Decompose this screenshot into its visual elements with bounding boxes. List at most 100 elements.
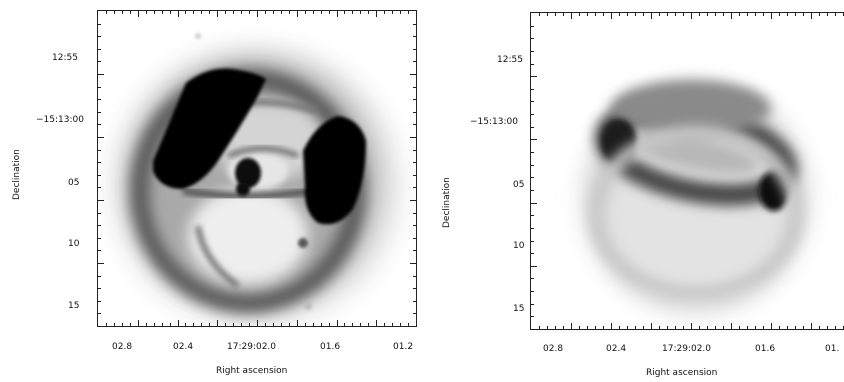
frame-tick-mark [531,139,537,140]
frame-tick-mark [659,13,660,16]
frame-tick-mark [699,13,700,16]
frame-tick-mark [217,11,218,17]
frame-tick-mark [547,326,548,329]
frame-tick-mark [273,323,274,326]
frame-tick-mark [531,64,534,65]
frame-tick-mark [539,326,540,329]
frame-tick-mark [297,320,298,326]
left-xtick-3: 17:29:02.0 [227,342,277,352]
frame-tick-mark [233,323,234,326]
right-xtick-4: 01.6 [755,344,776,354]
frame-tick-mark [547,13,548,16]
frame-tick-mark [683,13,684,16]
frame-tick-mark [619,326,620,329]
frame-tick-mark [683,326,684,329]
frame-tick-mark [122,323,123,326]
frame-tick-mark [400,11,401,14]
frame-tick-mark [98,276,101,277]
left-xtick-5: 01.2 [393,342,414,352]
right-xtick-5: 01. [825,344,840,354]
right-nebula-image [530,12,844,330]
frame-tick-mark [98,238,101,239]
frame-tick-mark [413,36,416,37]
frame-tick-mark [531,253,534,254]
frame-tick-mark [281,323,282,326]
frame-tick-mark [98,36,101,37]
frame-tick-mark [611,13,612,19]
frame-tick-mark [400,323,401,326]
frame-tick-mark [531,38,534,39]
right-ytick-1: 12:55 [497,55,523,65]
frame-tick-mark [114,323,115,326]
frame-tick-mark [413,150,416,151]
frame-tick-mark [146,11,147,14]
frame-tick-mark [555,326,556,329]
frame-tick-mark [106,11,107,14]
frame-tick-mark [819,13,820,16]
frame-tick-mark [360,11,361,14]
frame-tick-mark [321,11,322,14]
frame-tick-mark [408,11,409,14]
frame-tick-mark [811,323,812,329]
frame-tick-mark [193,11,194,14]
frame-tick-mark [413,99,416,100]
frame-tick-mark [747,13,748,16]
frame-tick-mark [273,11,274,14]
left-nebula-image [97,10,417,327]
frame-tick-mark [185,323,186,326]
left-ytick-2: −15:13:00 [36,115,84,125]
frame-tick-mark [98,99,101,100]
frame-tick-mark [392,323,393,326]
frame-tick-mark [410,74,416,75]
frame-tick-mark [122,11,123,14]
frame-tick-mark [413,124,416,125]
frame-tick-mark [241,11,242,14]
frame-tick-mark [281,11,282,14]
frame-tick-mark [209,323,210,326]
frame-tick-mark [289,323,290,326]
frame-tick-mark [368,11,369,14]
frame-tick-mark [337,320,338,326]
frame-tick-mark [201,11,202,14]
frame-tick-mark [531,101,534,102]
right-y-axis-label: Declination [442,177,452,228]
frame-tick-mark [667,13,668,16]
frame-tick-mark [827,326,828,329]
frame-tick-mark [731,13,732,19]
frame-tick-mark [337,11,338,17]
left-nebula-graphic [98,11,416,326]
frame-tick-mark [699,326,700,329]
frame-tick-mark [531,51,534,52]
frame-tick-mark [819,326,820,329]
frame-tick-mark [98,288,101,289]
frame-tick-mark [643,326,644,329]
frame-tick-mark [603,13,604,16]
frame-tick-mark [313,323,314,326]
frame-tick-mark [413,250,416,251]
frame-tick-mark [659,326,660,329]
frame-tick-mark [98,24,101,25]
frame-tick-mark [217,320,218,326]
frame-tick-mark [627,13,628,16]
frame-tick-mark [531,114,534,115]
frame-tick-mark [138,320,139,326]
frame-tick-mark [384,323,385,326]
frame-tick-mark [410,200,416,201]
frame-tick-mark [392,11,393,14]
frame-tick-mark [531,241,534,242]
frame-tick-mark [241,323,242,326]
frame-tick-mark [643,13,644,16]
frame-tick-mark [795,13,796,16]
frame-tick-mark [747,326,748,329]
frame-tick-mark [531,190,534,191]
right-xtick-2: 02.4 [606,344,627,354]
frame-tick-mark [771,13,772,19]
frame-tick-mark [531,203,537,204]
frame-tick-mark [675,13,676,16]
frame-tick-mark [691,323,692,329]
frame-tick-mark [587,326,588,329]
frame-tick-mark [257,11,258,17]
frame-tick-mark [787,326,788,329]
frame-tick-mark [289,11,290,14]
frame-tick-mark [531,76,537,77]
